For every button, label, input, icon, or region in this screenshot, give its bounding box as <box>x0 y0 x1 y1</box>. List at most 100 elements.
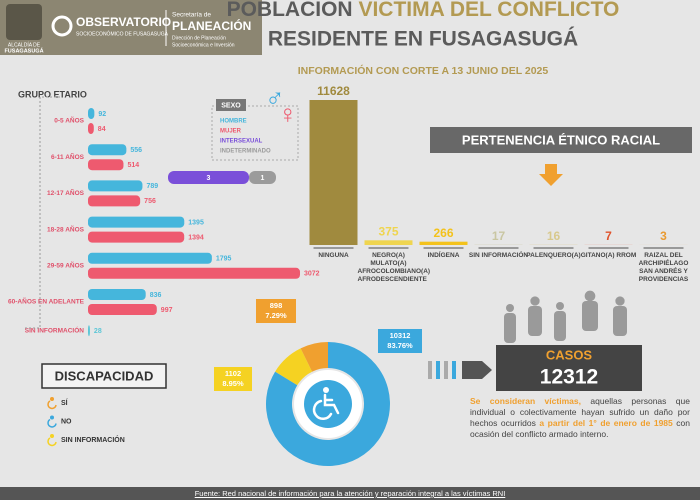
bar <box>88 231 185 243</box>
x-category-label: INDÍGENA <box>427 252 460 259</box>
silhouette <box>528 306 542 336</box>
legend-label: MUJER <box>220 129 242 135</box>
x-category-label: PALENQUERO(A) <box>526 252 581 259</box>
legend-label: NO <box>61 418 72 425</box>
legend-icon <box>50 397 54 401</box>
bar-value-label: 1795 <box>216 256 232 263</box>
bar-value-label: 789 <box>146 183 158 190</box>
legend-icon <box>47 418 57 428</box>
definition-part: con ocasión del conflicto armado interno… <box>470 418 691 439</box>
bar <box>88 304 157 315</box>
donut-slice <box>266 342 390 467</box>
bar-segment <box>168 171 249 184</box>
legend-icon <box>47 437 57 447</box>
header-band <box>0 0 262 55</box>
logo <box>6 4 42 40</box>
chart-title: DISCAPACIDAD <box>55 368 154 383</box>
wheelchair <box>312 393 340 421</box>
observatorio-sub: SOCIOECONÓMICO DE FUSAGASUGÁ <box>76 30 169 37</box>
casos-box <box>496 345 642 391</box>
silhouette <box>582 301 598 331</box>
percentage-label: 83.76% <box>387 341 413 350</box>
connector <box>24 96 60 329</box>
bar-value-label: 3072 <box>304 271 320 278</box>
obs-icon <box>51 15 73 37</box>
observatorio: OBSERVATORIO <box>76 15 171 29</box>
legend-icon <box>50 415 54 420</box>
value-label-box <box>214 367 252 391</box>
chart-title: GRUPO ETARIO <box>18 89 87 99</box>
bar-value-label: 836 <box>150 292 162 299</box>
value-label: 898 <box>270 301 283 310</box>
silhouette <box>556 302 564 310</box>
x-category-label: NINGUNA <box>318 252 349 259</box>
subtitle: INFORMACIÓN CON CORTE A 13 JUNIO DEL 202… <box>298 64 549 77</box>
planeacion: PLANEACIÓN <box>172 18 251 33</box>
bar-value-label: 266 <box>433 226 453 240</box>
gender-icon: ♀ <box>278 99 298 129</box>
legend-title: SEXO <box>221 102 241 109</box>
y-category-label: SIN INFORMACIÓN <box>25 325 85 334</box>
chart-title-box <box>430 127 692 153</box>
chart-title-box <box>41 363 167 389</box>
chart-title: PERTENENCIA ÉTNICO RACIAL <box>462 132 660 147</box>
definition: Se consideran víctimas, aquellas persona… <box>470 396 690 440</box>
value-label-box <box>378 329 422 353</box>
gender-icon: ♂ <box>265 83 285 113</box>
silhouette <box>613 306 627 336</box>
bar <box>88 216 185 228</box>
bar <box>364 240 413 245</box>
segment-label: 1 <box>261 175 265 182</box>
bar-value-label: 756 <box>144 198 156 205</box>
direccion-1: Dirección de Planeación <box>172 35 226 41</box>
bar <box>88 195 141 207</box>
bar-value-label: 92 <box>98 111 106 118</box>
x-category-label: NEGRO(A) MULATO(A) AFROCOLOMBIANO(A) AFR… <box>357 252 431 283</box>
legend-icon <box>47 400 57 410</box>
secretaria: Secretaría de <box>172 12 211 19</box>
value-label-box <box>256 299 296 323</box>
bar <box>419 241 468 245</box>
bar <box>88 180 143 192</box>
silhouette <box>504 313 516 343</box>
bar-value-label: 28 <box>94 328 102 335</box>
silhouette <box>615 296 625 306</box>
y-category-label: 18-28 AÑOS <box>47 224 85 233</box>
source: Fuente: Red nacional de información para… <box>0 487 700 500</box>
y-category-label: 6-11 AÑOS <box>51 152 85 161</box>
arrow <box>462 361 492 379</box>
bar-value-label: 997 <box>161 307 173 314</box>
title-line1: POBLACIÓN VÍCTIMA DEL CONFLICTO <box>227 0 620 21</box>
value-label: 1102 <box>225 369 241 378</box>
donut-slice <box>300 342 328 372</box>
legend-label: SIN INFORMACIÓN <box>61 435 125 444</box>
title-a: POBLACIÓN <box>227 0 359 21</box>
casos-label: CASOS <box>546 347 593 362</box>
bar-value-label: 1394 <box>188 234 204 241</box>
stripe <box>428 361 432 379</box>
legend-label: HOMBRE <box>220 119 247 125</box>
silhouette <box>584 290 596 302</box>
title-line2: RESIDENTE EN FUSAGASUGÁ <box>268 28 578 51</box>
bar <box>309 100 358 245</box>
bar-value-label: 84 <box>98 126 106 133</box>
bar <box>88 159 124 171</box>
logo-bottom: FUSAGASUGÁ <box>4 47 43 54</box>
donut-slice <box>275 348 313 386</box>
definition-part: aquellas personas que individual o colec… <box>470 396 690 428</box>
bar-value-label: 514 <box>127 162 139 169</box>
y-category-label: 60-AÑOS EN ADELANTE <box>8 297 85 306</box>
stripe <box>436 361 440 379</box>
bar-value-label: 556 <box>130 147 142 154</box>
y-category-label: 29-59 AÑOS <box>47 261 85 270</box>
bar-value-label: 17 <box>492 229 506 243</box>
title-b: VÍCTIMA DEL CONFLICTO <box>358 0 619 21</box>
casos-value: 12312 <box>540 366 598 389</box>
bar-value-label: 11628 <box>317 84 350 98</box>
logo-top: ALCALDÍA DE <box>8 41 41 48</box>
bar <box>88 123 94 134</box>
bar-value-label: 375 <box>378 224 398 238</box>
bar <box>88 289 146 300</box>
y-category-label: 12-17 AÑOS <box>47 188 85 197</box>
